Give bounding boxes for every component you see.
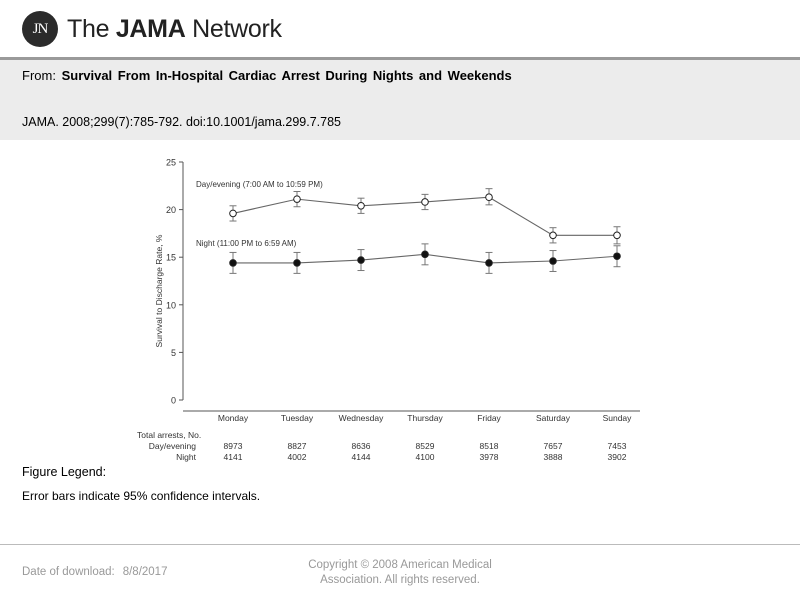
data-point <box>293 259 301 267</box>
table-cell: 4002 <box>288 452 307 462</box>
data-point <box>357 256 365 264</box>
y-tick-label: 25 <box>166 158 176 168</box>
y-tick-label: 10 <box>166 300 176 310</box>
article-citation: JAMA. 2008;299(7):785-792. doi:10.1001/j… <box>22 115 341 129</box>
y-tick-label: 5 <box>171 348 176 358</box>
chart-series: Day/evening (7:00 AM to 10:59 PM) Night (… <box>196 180 621 274</box>
article-title: Survival From In-Hospital Cardiac Arrest… <box>61 68 512 83</box>
data-point <box>421 250 429 259</box>
data-point <box>357 201 365 210</box>
data-point <box>485 193 493 202</box>
table-title: Total arrests, No. <box>137 430 201 440</box>
table-cell: 8636 <box>352 441 371 451</box>
table-cell: 8518 <box>480 441 499 451</box>
brand-logo: JN The JAMA Network <box>22 10 282 48</box>
x-tick-label: Saturday <box>536 413 571 423</box>
x-tick-label: Friday <box>477 413 501 423</box>
y-tick-label: 15 <box>166 253 176 263</box>
x-tick-label: Monday <box>218 413 249 423</box>
from-label: From: <box>22 68 56 83</box>
table-cell: 7453 <box>608 441 627 451</box>
series-label: Day/evening (7:00 AM to 10:59 PM) <box>196 180 323 189</box>
download-label: Date of download: <box>22 566 115 578</box>
arrests-table: Total arrests, No.Day/evening 8973 8827 863… <box>137 430 627 462</box>
x-tick-label: Thursday <box>407 413 443 423</box>
series-day-evening: Day/evening (7:00 AM to 10:59 PM) <box>196 180 621 245</box>
y-tick-label: 0 <box>171 396 176 406</box>
series-night: Night (11:00 PM to 6:59 AM) <box>196 239 621 274</box>
download-date: 8/8/2017 <box>122 566 168 578</box>
table-cell: 4100 <box>416 452 435 462</box>
data-point <box>549 231 557 240</box>
data-point <box>229 209 237 218</box>
table-cell: 4141 <box>224 452 243 462</box>
table-row-label: Day/evening <box>149 441 197 451</box>
figure-legend-text: Error bars indicate 95% confidence inter… <box>22 489 261 503</box>
x-tick-label: Tuesday <box>281 413 314 423</box>
y-tick-label: 20 <box>166 205 176 215</box>
chart-axes: 0 5 10 15 20 25 Survival to Discharge Rate, % <box>154 158 640 412</box>
data-point <box>613 231 621 240</box>
data-point <box>613 252 621 261</box>
download-info: Date of download: 8/8/2017 <box>22 566 167 578</box>
table-cell: 3902 <box>608 452 627 462</box>
x-tick-label: Sunday <box>603 413 633 423</box>
data-point <box>293 195 301 203</box>
figure-legend-heading: Figure Legend: <box>22 465 107 479</box>
table-row-label: Night <box>176 452 196 462</box>
footer-divider <box>0 544 800 545</box>
header-divider <box>0 57 800 60</box>
copyright-notice: Copyright © 2008 American Medical Associ… <box>290 558 510 588</box>
table-cell: 8973 <box>224 441 243 451</box>
table-cell: 4144 <box>352 452 371 462</box>
data-point <box>549 257 557 265</box>
x-tick-label: Wednesday <box>339 413 384 423</box>
article-from-line: From: Survival From In-Hospital Cardiac … <box>22 68 512 83</box>
copyright-line-2: Association. All rights reserved. <box>320 574 480 586</box>
table-cell: 8529 <box>416 441 435 451</box>
jn-logo-icon: JN <box>22 11 58 47</box>
data-point <box>229 259 237 267</box>
table-cell: 3888 <box>544 452 563 462</box>
y-axis-label: Survival to Discharge Rate, % <box>154 234 164 347</box>
article-info-band <box>0 60 800 140</box>
table-cell: 7657 <box>544 441 563 451</box>
data-point <box>421 198 429 206</box>
series-label: Night (11:00 PM to 6:59 AM) <box>196 239 297 248</box>
x-axis-labels: Monday Tuesday Wednesday Thursday Friday Satu… <box>218 413 632 423</box>
brand-name: The JAMA Network <box>67 14 282 43</box>
table-cell: 8827 <box>288 441 307 451</box>
data-point <box>485 259 493 267</box>
table-cell: 3978 <box>480 452 499 462</box>
copyright-line-1: Copyright © 2008 American Medical <box>308 559 492 571</box>
